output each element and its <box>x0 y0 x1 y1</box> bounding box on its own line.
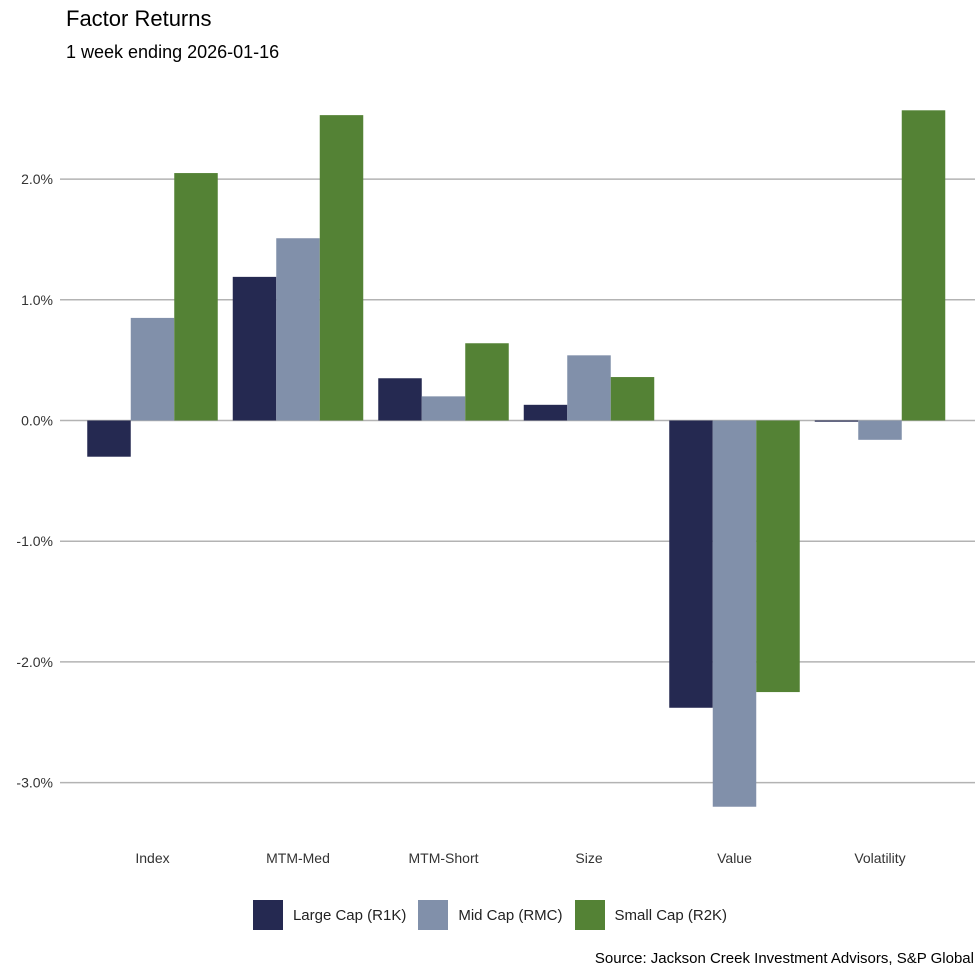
bar-value-small-cap <box>756 420 800 693</box>
y-tick-label: 0.0% <box>21 413 53 429</box>
y-tick-label: 1.0% <box>21 292 53 308</box>
bar-volatility-large-cap <box>814 420 859 422</box>
legend-swatch-small-cap <box>574 900 605 930</box>
legend-swatch-large-cap <box>252 900 283 930</box>
x-tick-label: Size <box>575 850 602 866</box>
legend-item-large-cap: Large Cap (R1K) <box>252 900 407 930</box>
legend-swatch-mid-cap <box>418 900 449 930</box>
y-tick-label: -1.0% <box>16 533 53 549</box>
chart-title: Factor Returns <box>66 6 212 31</box>
bar-index-small-cap <box>174 173 218 421</box>
bar-volatility-mid-cap <box>858 420 902 440</box>
legend-label-mid-cap: Mid Cap (RMC) <box>458 906 563 924</box>
bar-index-mid-cap <box>130 317 175 421</box>
bar-chart: 2.0% 1.0% 0.0% -1.0% -2.0% -3.0% Index MTM-Med M… <box>16 110 975 866</box>
legend-item-mid-cap: Mid Cap (RMC) <box>418 900 563 930</box>
bar-mtm-short-small-cap <box>465 343 509 421</box>
legend-label-small-cap: Small Cap (R2K) <box>614 906 728 924</box>
bar-volatility-small-cap <box>901 110 946 421</box>
source-note: Source: Jackson Creek Investment Advisor… <box>594 950 974 967</box>
y-tick-label: -2.0% <box>16 654 53 670</box>
x-tick-label: Index <box>135 850 169 866</box>
bar-size-small-cap <box>610 377 655 421</box>
bar-size-mid-cap <box>567 355 611 421</box>
bar-mtm-short-mid-cap <box>421 396 466 421</box>
bar-mtm-short-large-cap <box>378 378 422 421</box>
y-tick-label: -3.0% <box>16 775 53 791</box>
bar-value-large-cap <box>669 420 713 708</box>
x-tick-label: Volatility <box>854 850 905 866</box>
legend: Large Cap (R1K) Mid Cap (RMC) Small Cap … <box>0 900 980 930</box>
x-tick-label: Value <box>717 850 752 866</box>
chart-subtitle: 1 week ending 2026-01-16 <box>66 42 280 62</box>
x-tick-label: MTM-Short <box>409 850 479 866</box>
legend-item-small-cap: Small Cap (R2K) <box>574 900 728 930</box>
bar-mtm-med-large-cap <box>232 276 277 421</box>
y-tick-label: 2.0% <box>21 171 53 187</box>
bar-mtm-med-small-cap <box>319 115 364 421</box>
bar-size-large-cap <box>523 404 568 421</box>
x-tick-label: MTM-Med <box>266 850 330 866</box>
bar-value-mid-cap <box>712 420 757 807</box>
bar-mtm-med-mid-cap <box>276 238 320 421</box>
bar-index-large-cap <box>87 420 131 457</box>
legend-label-large-cap: Large Cap (R1K) <box>292 906 407 924</box>
